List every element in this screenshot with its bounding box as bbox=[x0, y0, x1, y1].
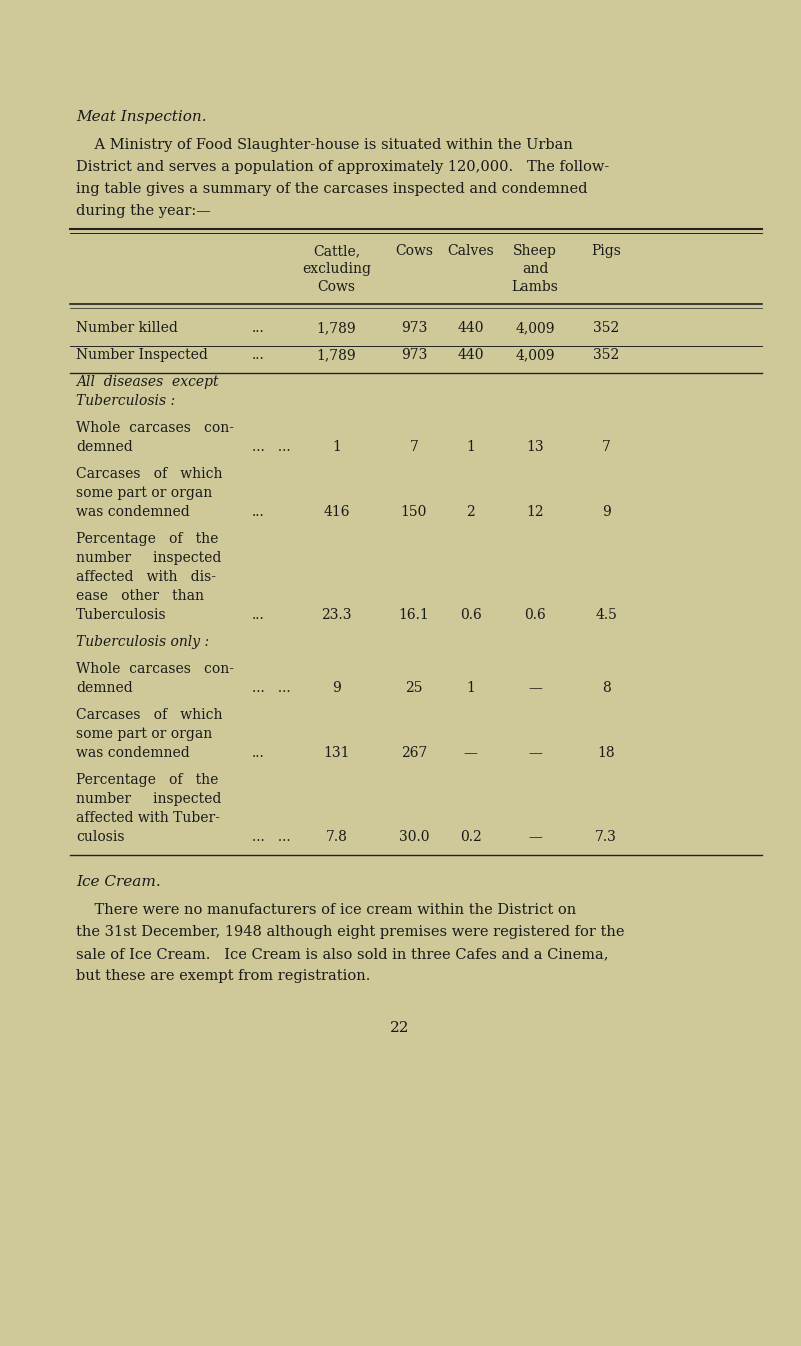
Text: A Ministry of Food Slaughter-house is situated within the Urban: A Ministry of Food Slaughter-house is si… bbox=[76, 139, 573, 152]
Text: 440: 440 bbox=[457, 320, 484, 335]
Text: 0.2: 0.2 bbox=[460, 830, 481, 844]
Text: 2: 2 bbox=[466, 505, 475, 520]
Text: All  diseases  except: All diseases except bbox=[76, 376, 219, 389]
Text: 1,789: 1,789 bbox=[316, 320, 356, 335]
Text: Sheep: Sheep bbox=[513, 244, 557, 258]
Text: ...: ... bbox=[252, 349, 265, 362]
Text: 4,009: 4,009 bbox=[515, 320, 555, 335]
Text: 1: 1 bbox=[466, 681, 475, 695]
Text: demned: demned bbox=[76, 681, 133, 695]
Text: There were no manufacturers of ice cream within the District on: There were no manufacturers of ice cream… bbox=[76, 903, 576, 917]
Text: ...: ... bbox=[252, 505, 265, 520]
Text: during the year:—: during the year:— bbox=[76, 205, 211, 218]
Text: Ice Cream.: Ice Cream. bbox=[76, 875, 161, 888]
Text: —: — bbox=[528, 681, 542, 695]
Text: 1: 1 bbox=[332, 440, 341, 454]
Text: —: — bbox=[528, 830, 542, 844]
Text: ...   ...: ... ... bbox=[252, 440, 291, 454]
Text: ...   ...: ... ... bbox=[252, 681, 291, 695]
Text: Cattle,: Cattle, bbox=[313, 244, 360, 258]
Text: Percentage   of   the: Percentage of the bbox=[76, 773, 219, 787]
Text: Tuberculosis only :: Tuberculosis only : bbox=[76, 635, 209, 649]
Text: Tuberculosis :: Tuberculosis : bbox=[76, 394, 175, 408]
Text: Cows: Cows bbox=[317, 280, 356, 293]
Text: sale of Ice Cream.   Ice Cream is also sold in three Cafes and a Cinema,: sale of Ice Cream. Ice Cream is also sol… bbox=[76, 948, 609, 961]
Text: 23.3: 23.3 bbox=[321, 608, 352, 622]
Text: 7: 7 bbox=[409, 440, 418, 454]
Text: 0.6: 0.6 bbox=[524, 608, 546, 622]
Text: demned: demned bbox=[76, 440, 133, 454]
Text: ...: ... bbox=[252, 320, 265, 335]
Text: and: and bbox=[521, 262, 548, 276]
Text: —: — bbox=[528, 746, 542, 760]
Text: 7: 7 bbox=[602, 440, 610, 454]
Text: excluding: excluding bbox=[302, 262, 371, 276]
Text: District and serves a population of approximately 120,000.   The follow-: District and serves a population of appr… bbox=[76, 160, 610, 174]
Text: 973: 973 bbox=[400, 320, 427, 335]
Text: Cows: Cows bbox=[395, 244, 433, 258]
Text: some part or organ: some part or organ bbox=[76, 727, 212, 742]
Text: ...: ... bbox=[252, 746, 265, 760]
Text: affected with Tuber-: affected with Tuber- bbox=[76, 812, 220, 825]
Text: 1: 1 bbox=[466, 440, 475, 454]
Text: ...   ...: ... ... bbox=[252, 830, 291, 844]
Text: Calves: Calves bbox=[447, 244, 494, 258]
Text: 22: 22 bbox=[390, 1022, 410, 1035]
Text: Carcases   of   which: Carcases of which bbox=[76, 708, 223, 721]
Text: 9: 9 bbox=[332, 681, 340, 695]
Text: Pigs: Pigs bbox=[591, 244, 622, 258]
Text: 25: 25 bbox=[405, 681, 423, 695]
Text: 352: 352 bbox=[594, 320, 619, 335]
Text: 13: 13 bbox=[526, 440, 544, 454]
Text: 7.3: 7.3 bbox=[595, 830, 618, 844]
Text: number     inspected: number inspected bbox=[76, 791, 221, 806]
Text: 30.0: 30.0 bbox=[399, 830, 429, 844]
Text: the 31st December, 1948 although eight premises were registered for the: the 31st December, 1948 although eight p… bbox=[76, 925, 625, 940]
Text: Carcases   of   which: Carcases of which bbox=[76, 467, 223, 481]
Text: 1,789: 1,789 bbox=[316, 349, 356, 362]
Text: culosis: culosis bbox=[76, 830, 124, 844]
Text: Number Inspected: Number Inspected bbox=[76, 349, 208, 362]
Text: Lambs: Lambs bbox=[512, 280, 558, 293]
Text: ing table gives a summary of the carcases inspected and condemned: ing table gives a summary of the carcase… bbox=[76, 182, 587, 197]
Text: Whole  carcases   con-: Whole carcases con- bbox=[76, 421, 234, 435]
Text: 131: 131 bbox=[323, 746, 350, 760]
Text: 8: 8 bbox=[602, 681, 610, 695]
Text: 352: 352 bbox=[594, 349, 619, 362]
Text: 16.1: 16.1 bbox=[399, 608, 429, 622]
Text: 4.5: 4.5 bbox=[595, 608, 618, 622]
Text: 416: 416 bbox=[323, 505, 350, 520]
Text: Number killed: Number killed bbox=[76, 320, 178, 335]
Text: —: — bbox=[464, 746, 477, 760]
Text: 12: 12 bbox=[526, 505, 544, 520]
Text: 973: 973 bbox=[400, 349, 427, 362]
Text: 440: 440 bbox=[457, 349, 484, 362]
Text: affected   with   dis-: affected with dis- bbox=[76, 569, 216, 584]
Text: Percentage   of   the: Percentage of the bbox=[76, 532, 219, 546]
Text: Tuberculosis: Tuberculosis bbox=[76, 608, 167, 622]
Text: ease   other   than: ease other than bbox=[76, 590, 204, 603]
Text: was condemned: was condemned bbox=[76, 746, 190, 760]
Text: 267: 267 bbox=[400, 746, 427, 760]
Text: ...: ... bbox=[252, 608, 265, 622]
Text: 18: 18 bbox=[598, 746, 615, 760]
Text: 150: 150 bbox=[400, 505, 427, 520]
Text: 9: 9 bbox=[602, 505, 610, 520]
Text: 4,009: 4,009 bbox=[515, 349, 555, 362]
Text: Meat Inspection.: Meat Inspection. bbox=[76, 110, 207, 124]
Text: but these are exempt from registration.: but these are exempt from registration. bbox=[76, 969, 370, 983]
Text: 7.8: 7.8 bbox=[325, 830, 348, 844]
Text: Whole  carcases   con-: Whole carcases con- bbox=[76, 662, 234, 676]
Text: was condemned: was condemned bbox=[76, 505, 190, 520]
Text: 0.6: 0.6 bbox=[460, 608, 481, 622]
Text: number     inspected: number inspected bbox=[76, 551, 221, 565]
Text: some part or organ: some part or organ bbox=[76, 486, 212, 499]
